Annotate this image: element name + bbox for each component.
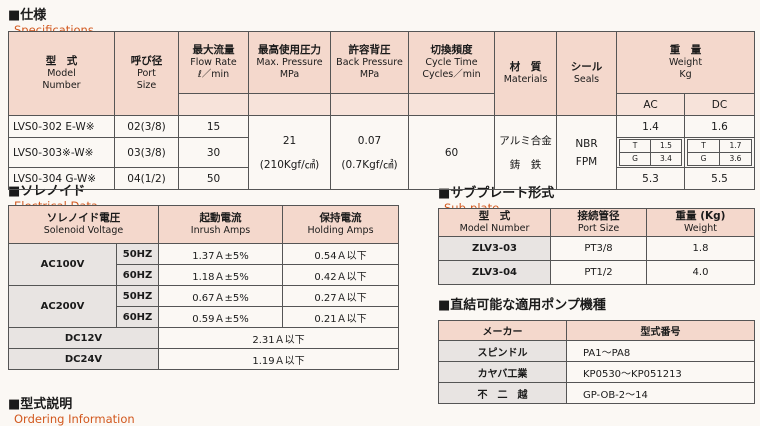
- port-cell: 03(3/8): [114, 137, 179, 168]
- header-sub-model: 型 式 Model Number: [438, 208, 551, 237]
- weight-ac-cell: 5.3: [616, 167, 685, 190]
- sub-weight-cell: 1.8: [646, 236, 755, 261]
- weight-dc-cell: 5.5: [683, 167, 756, 190]
- hz-cell: 50HZ: [115, 243, 160, 265]
- header-model: 型 式 Model Number: [8, 31, 115, 116]
- flow-cell: 30: [178, 137, 249, 168]
- section-title-ja: ■直結可能な適用ポンプ機種: [438, 298, 606, 313]
- header-weight: 重 量 Weight Kg: [615, 31, 756, 94]
- header-holding: 保持電流 Holding Amps: [282, 205, 400, 244]
- header-sub-weight: 重量 (Kg) Weight: [646, 208, 755, 237]
- section-title-ja: ■仕様: [8, 8, 47, 23]
- holding-cell: 0.21Ａ以下: [282, 306, 400, 328]
- inrush-cell: 1.37Ａ±5%: [158, 243, 284, 265]
- header-weight-dc: DC: [683, 93, 756, 116]
- port-cell: 04(1/2): [114, 167, 179, 190]
- port-cell: 02(3/8): [114, 115, 179, 138]
- holding-cell: 0.27Ａ以下: [282, 285, 400, 307]
- voltage-ac100: AC100V: [8, 243, 117, 286]
- back-pressure-cell: 0.07 (0.7Kgf/㎠): [330, 115, 409, 190]
- weight-dc-variants: T 1.7 G 3.6: [683, 137, 756, 168]
- header-pressure: 最高使用圧力 Max. Pressure MPa: [248, 31, 331, 94]
- header-flow: 最大流量 Flow Rate ℓ／min: [178, 31, 249, 94]
- solenoid-table: ソレノイド電圧 Solenoid Voltage 起動電流 Inrush Amp…: [7, 205, 400, 370]
- specifications-table: 型 式 Model Number 呼び径 Port Size 最大流量 Flow…: [8, 31, 756, 190]
- maker-cell: スピンドル: [438, 340, 567, 362]
- seal-cell: NBR FPM: [556, 115, 617, 190]
- sub-port-cell: PT1/2: [550, 260, 647, 285]
- material-cell: アルミ合金 鋳 鉄: [494, 115, 557, 190]
- header-port: 呼び径 Port Size: [114, 31, 179, 116]
- cycle-cell: 60: [408, 115, 495, 190]
- header-material: 材 質 Materials: [494, 31, 557, 116]
- pump-model-cell: GP-OB-2～14: [566, 382, 755, 404]
- header-weight-ac: AC: [616, 93, 685, 116]
- subplate-table: 型 式 Model Number 接続管径 Port Size 重量 (Kg) …: [438, 208, 755, 285]
- header-sub-port: 接続管径 Port Size: [550, 208, 647, 237]
- header-inrush: 起動電流 Inrush Amps: [158, 205, 284, 244]
- section-title-pumps: ■直結可能な適用ポンプ機種: [438, 298, 606, 314]
- section-title-ordering: ■型式説明 Ordering Information: [8, 397, 135, 425]
- sub-model-cell: ZLV3-03: [438, 236, 551, 261]
- pressure-cell: 21 (210Kgf/㎠): [248, 115, 331, 190]
- voltage-ac200: AC200V: [8, 285, 117, 328]
- flow-cell: 15: [178, 115, 249, 138]
- model-cell: LVS0-304 G-W※: [8, 167, 115, 190]
- inrush-cell: 0.59Ａ±5%: [158, 306, 284, 328]
- model-cell: LVS0-303※-W※: [8, 137, 115, 168]
- hz-cell: 60HZ: [115, 306, 160, 328]
- pump-model-cell: KP0530～KP051213: [566, 361, 755, 383]
- inrush-cell: 1.18Ａ±5%: [158, 264, 284, 286]
- section-title-ja: ■型式説明: [8, 397, 73, 412]
- section-title-en: Ordering Information: [14, 412, 135, 426]
- holding-cell: 0.54Ａ以下: [282, 243, 400, 265]
- weight-dc-cell: 1.6: [683, 115, 756, 138]
- maker-cell: カヤバ工業: [438, 361, 567, 383]
- sub-model-cell: ZLV3-04: [438, 260, 551, 285]
- voltage-dc24: DC24V: [7, 348, 160, 370]
- header-cycle: 切換頻度 Cycle Time Cycles／min: [408, 31, 495, 94]
- header-pump-model: 型式番号: [566, 320, 755, 341]
- dc12-current: 2.31Ａ以下: [158, 327, 400, 349]
- holding-cell: 0.42Ａ以下: [282, 264, 400, 286]
- header-voltage: ソレノイド電圧 Solenoid Voltage: [7, 205, 160, 244]
- voltage-dc12: DC12V: [7, 327, 160, 349]
- header-back-pressure: 許容背圧 Back Pressure MPa: [330, 31, 409, 94]
- weight-ac-cell: 1.4: [616, 115, 685, 138]
- header-maker: メーカー: [438, 320, 567, 341]
- model-cell: LVS0-302 E-W※: [8, 115, 115, 138]
- hz-cell: 60HZ: [115, 264, 160, 286]
- maker-cell: 不 二 越: [438, 382, 567, 404]
- pump-model-cell: PA1～PA8: [566, 340, 755, 362]
- hz-cell: 50HZ: [115, 285, 160, 307]
- dc24-current: 1.19Ａ以下: [158, 348, 400, 370]
- weight-ac-variants: T 1.5 G 3.4: [616, 137, 685, 168]
- sub-weight-cell: 4.0: [646, 260, 755, 285]
- header-seal: シール Seals: [556, 31, 617, 116]
- inrush-cell: 0.67Ａ±5%: [158, 285, 284, 307]
- section-title-ja: ■サブプレート形式: [438, 186, 555, 201]
- pump-table: メーカー 型式番号 スピンドル PA1～PA8 カヤバ工業 KP0530～KP0…: [438, 320, 755, 404]
- flow-cell: 50: [178, 167, 249, 190]
- sub-port-cell: PT3/8: [550, 236, 647, 261]
